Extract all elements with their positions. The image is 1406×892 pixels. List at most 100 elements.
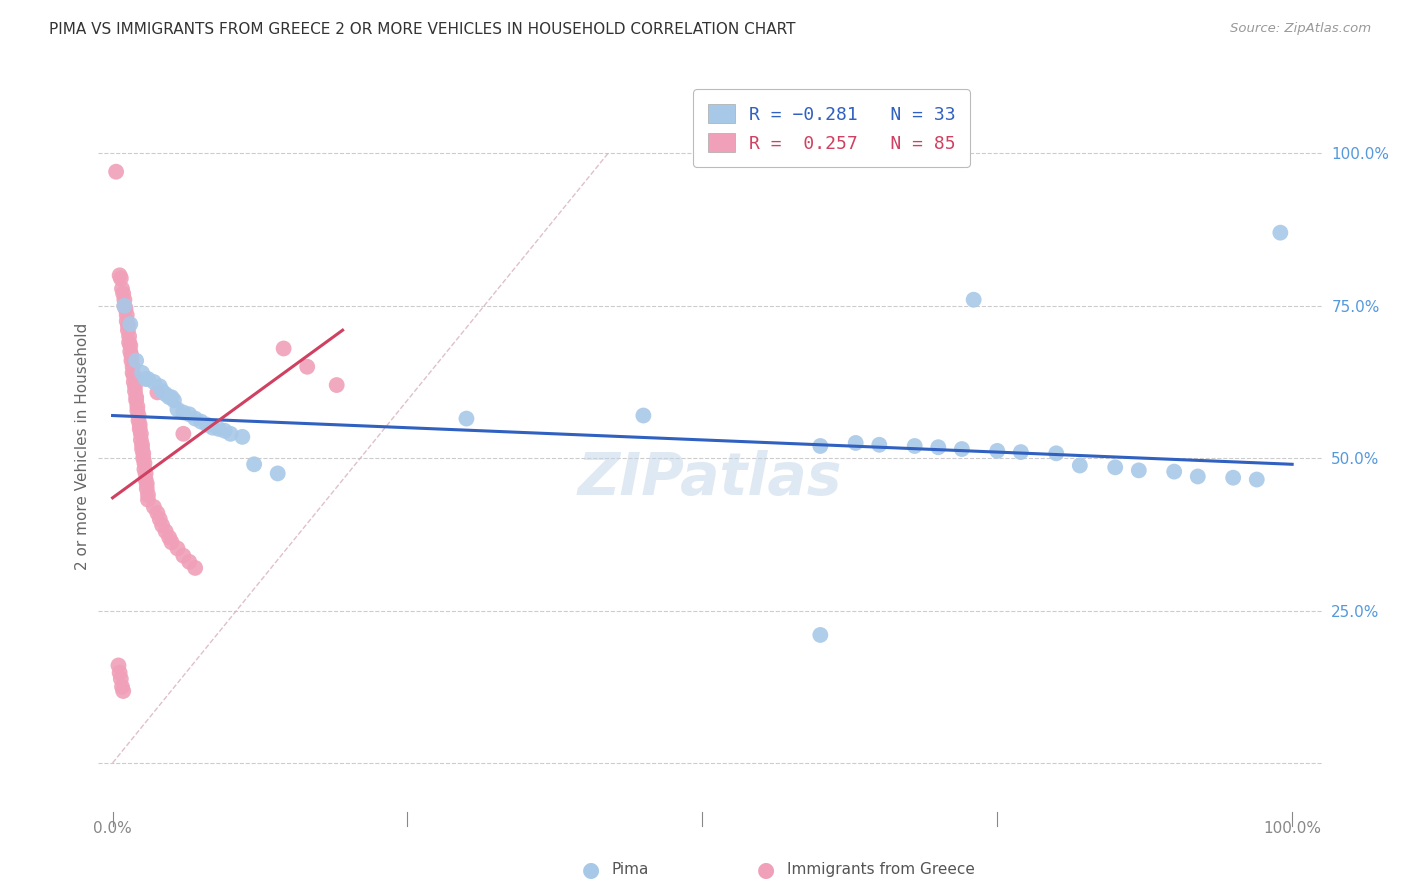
Point <box>114 301 136 316</box>
Point <box>208 422 231 436</box>
Point <box>927 440 949 454</box>
Point <box>131 442 153 456</box>
Point <box>111 282 134 296</box>
Point <box>122 368 145 383</box>
Point <box>108 268 131 283</box>
Point <box>117 318 139 333</box>
Point <box>125 353 148 368</box>
Point <box>112 286 135 301</box>
Point <box>112 684 135 698</box>
Point <box>195 417 218 432</box>
Point <box>124 379 146 393</box>
Point <box>120 338 142 352</box>
Point <box>808 439 831 453</box>
Point <box>122 375 145 389</box>
Point <box>1163 465 1185 479</box>
Point <box>134 462 156 476</box>
Point <box>127 400 149 414</box>
Point <box>120 349 142 363</box>
Point <box>112 293 135 307</box>
Point <box>155 524 177 539</box>
Point <box>157 390 180 404</box>
Point <box>160 535 183 549</box>
Point <box>1246 473 1268 487</box>
Point <box>1128 463 1150 477</box>
Point <box>115 308 138 322</box>
Point <box>904 439 927 453</box>
Point <box>136 372 159 386</box>
Point <box>129 426 152 441</box>
Point <box>172 549 194 563</box>
Point <box>124 384 146 399</box>
Point <box>166 402 188 417</box>
Point <box>146 506 169 520</box>
Point <box>135 473 157 487</box>
Point <box>121 366 143 380</box>
Y-axis label: 2 or more Vehicles in Household: 2 or more Vehicles in Household <box>75 322 90 570</box>
Point <box>132 451 155 466</box>
Text: ZIPatlas: ZIPatlas <box>578 450 842 508</box>
Point <box>231 430 253 444</box>
Legend: R = −0.281   N = 33, R =  0.257   N = 85: R = −0.281 N = 33, R = 0.257 N = 85 <box>693 89 970 167</box>
Point <box>111 680 134 694</box>
Point <box>633 409 655 423</box>
Point <box>868 438 890 452</box>
Point <box>172 405 194 419</box>
Point <box>146 385 169 400</box>
Point <box>325 378 347 392</box>
Point <box>986 443 1008 458</box>
Point <box>1222 471 1244 485</box>
Point <box>136 488 159 502</box>
Point <box>166 541 188 556</box>
Point <box>115 314 138 328</box>
Point <box>107 658 129 673</box>
Point <box>128 413 150 427</box>
Point <box>179 407 201 421</box>
Point <box>127 403 149 417</box>
Point <box>120 353 142 368</box>
Point <box>219 426 242 441</box>
Point <box>110 271 132 285</box>
Point <box>131 366 153 380</box>
Point <box>135 482 157 496</box>
Point <box>110 672 132 686</box>
Point <box>456 411 478 425</box>
Text: Immigrants from Greece: Immigrants from Greece <box>787 863 976 877</box>
Point <box>808 628 831 642</box>
Text: PIMA VS IMMIGRANTS FROM GREECE 2 OR MORE VEHICLES IN HOUSEHOLD CORRELATION CHART: PIMA VS IMMIGRANTS FROM GREECE 2 OR MORE… <box>49 22 796 37</box>
Point <box>135 467 157 481</box>
Point <box>125 393 148 408</box>
Point <box>950 442 973 456</box>
Point <box>134 456 156 470</box>
Point <box>121 359 143 374</box>
Point <box>112 299 135 313</box>
Point <box>1187 469 1209 483</box>
Point <box>128 417 150 432</box>
Point <box>136 492 159 507</box>
Point <box>142 375 165 389</box>
Point <box>112 299 135 313</box>
Point <box>963 293 986 307</box>
Point <box>135 476 157 491</box>
Point <box>128 409 150 423</box>
Point <box>155 387 177 401</box>
Point <box>1045 446 1067 460</box>
Point <box>243 458 266 472</box>
Point <box>184 561 207 575</box>
Point <box>160 390 183 404</box>
Text: ●: ● <box>758 860 775 880</box>
Point <box>295 359 318 374</box>
Point <box>163 393 186 408</box>
Point <box>105 165 128 179</box>
Point <box>214 424 236 438</box>
Point <box>845 436 868 450</box>
Point <box>120 317 142 331</box>
Point <box>1270 226 1292 240</box>
Point <box>125 390 148 404</box>
Point <box>132 446 155 460</box>
Point <box>184 411 207 425</box>
Point <box>131 438 153 452</box>
Point <box>108 665 131 680</box>
Point <box>120 344 142 359</box>
Point <box>201 421 224 435</box>
